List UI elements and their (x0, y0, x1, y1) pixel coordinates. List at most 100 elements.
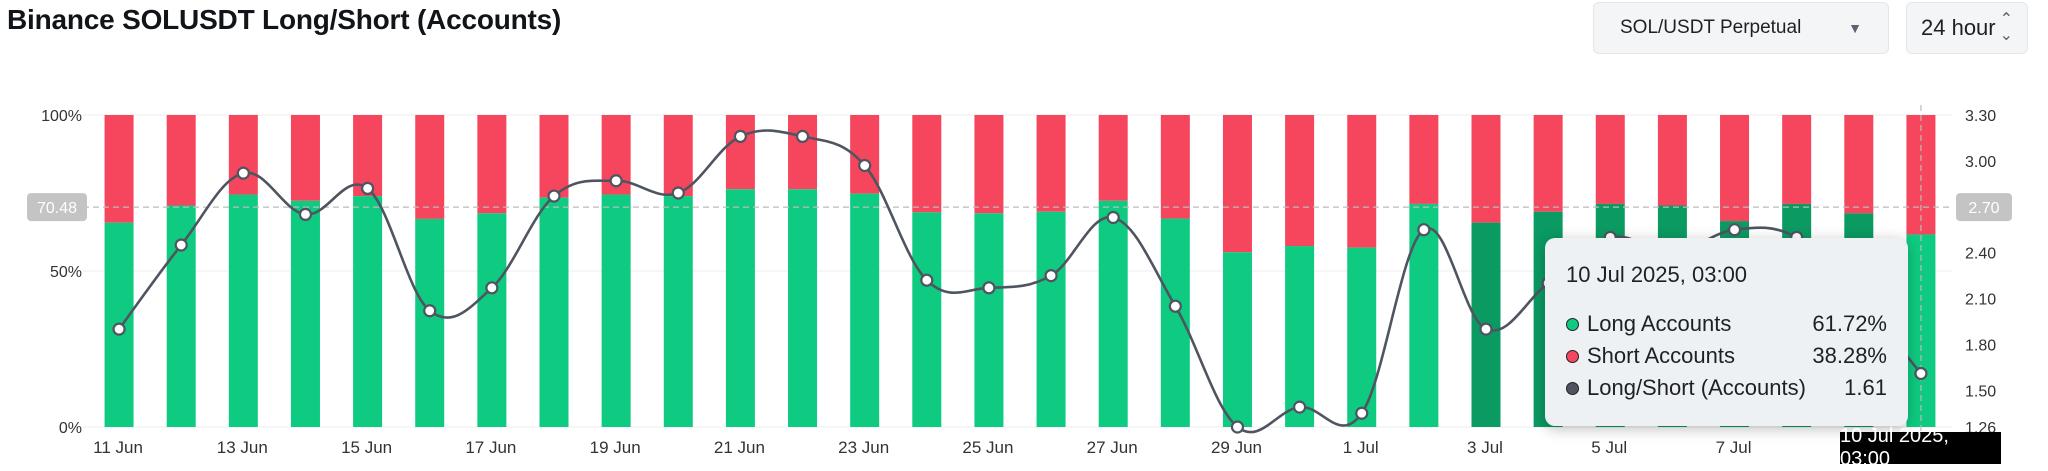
caret-down-icon: ▼ (1848, 20, 1862, 36)
x-tick-label: 3 Jul (1467, 438, 1503, 457)
crosshair (83, 105, 1952, 437)
interval-select[interactable]: 24 hour ⌃ ⌄ (1906, 2, 2028, 54)
x-tick-label: 7 Jul (1716, 438, 1752, 457)
ratio-point (795, 129, 810, 144)
long-bar (415, 218, 445, 427)
tooltip-value: 38.28% (1812, 343, 1887, 368)
tooltip-value: 1.61 (1844, 375, 1887, 400)
bars (104, 115, 1936, 427)
long-bar (1036, 211, 1066, 427)
interval-select-value: 24 hour (1921, 15, 1996, 40)
long-bar (912, 212, 942, 427)
short-bar (1657, 115, 1687, 206)
short-bar (539, 115, 569, 198)
up-down-chevron-icon: ⌃ ⌄ (1999, 11, 2013, 44)
long-bar (1409, 203, 1439, 427)
ratio-point (920, 273, 934, 287)
long-bar (1098, 200, 1128, 427)
ratio-point (112, 322, 126, 336)
long-bar (850, 193, 880, 427)
ratio-point (236, 166, 250, 180)
long-bar (725, 189, 755, 427)
x-tick-label: 13 Jun (217, 438, 268, 457)
chart-tooltip: 10 Jul 2025, 03:00 Long Accounts 61.72% … (1545, 238, 1908, 426)
long-short-chart[interactable]: 0%50%100%1.261.501.802.102.402.703.003.3… (0, 60, 2048, 470)
short-bar (166, 115, 196, 206)
symbol-select[interactable]: SOL/USDT Perpetual ▼ (1593, 2, 1889, 54)
long-bar (290, 200, 320, 427)
long-bar (601, 194, 631, 427)
short-bar (974, 115, 1004, 214)
short-bar (290, 115, 320, 201)
long-bar (663, 196, 693, 427)
y-right-tick-label: 1.50 (1965, 383, 1996, 400)
short-bar (725, 115, 755, 190)
x-tick-label: 17 Jun (465, 438, 516, 457)
ratio-point (423, 304, 437, 318)
long-bar (1160, 218, 1190, 427)
ratio-point (671, 186, 685, 200)
ratio-point (1292, 400, 1307, 414)
y-right-tick-label: 1.80 (1965, 337, 1996, 354)
ratio-point (982, 281, 996, 295)
y-left-tick-label: 0% (59, 420, 82, 437)
x-tick-label: 27 Jun (1087, 438, 1138, 457)
short-bar (1595, 115, 1625, 204)
long-bar (353, 196, 383, 427)
ratio-point (733, 129, 748, 144)
short-bar (788, 115, 818, 190)
tooltip-row-long: Long Accounts 61.72% (1566, 308, 1887, 340)
short-bar (1098, 115, 1128, 201)
tooltip-title: 10 Jul 2025, 03:00 (1566, 262, 1748, 287)
short-dot-icon (1566, 349, 1579, 363)
long-bar (788, 189, 818, 427)
ratio-point (1914, 366, 1928, 381)
ratio-point (1727, 223, 1742, 237)
crosshair-right-value: 2.70 (1968, 200, 1999, 217)
x-tick-label: 19 Jun (590, 438, 641, 457)
crosshair-time-label: 10 Jul 2025, 03:00 (1840, 425, 2001, 470)
y-right-tick-label: 2.40 (1965, 246, 1996, 263)
ratio-point (485, 281, 499, 295)
short-bar (1782, 115, 1812, 204)
ratio-point (361, 181, 375, 196)
symbol-select-value: SOL/USDT Perpetual (1620, 17, 1802, 38)
ratio-point (1230, 420, 1245, 434)
short-bar (1533, 115, 1563, 212)
y-right-tick-label: 3.30 (1965, 108, 1996, 125)
long-bar (1222, 252, 1252, 427)
long-bar (1347, 247, 1377, 427)
ratio-point (1168, 299, 1182, 313)
axes: 0%50%100%1.261.501.802.102.402.703.003.3… (27, 108, 2012, 457)
short-bar (228, 115, 258, 195)
crosshair-left-value: 70.48 (37, 200, 77, 217)
tooltip-label: Long/Short (Accounts) (1587, 375, 1806, 400)
ratio-point (1417, 223, 1431, 237)
ratio-point (1044, 268, 1058, 283)
short-bar (415, 115, 445, 219)
tooltip-row-ratio: Long/Short (Accounts) 1.61 (1566, 372, 1887, 404)
short-bar (1347, 115, 1377, 248)
long-dot-icon (1566, 317, 1579, 331)
long-bar (539, 197, 569, 427)
x-tick-label: 15 Jun (341, 438, 392, 457)
short-bar (104, 115, 134, 223)
x-tick-label: 29 Jun (1211, 438, 1262, 457)
tooltip-label: Short Accounts (1587, 343, 1735, 368)
y-left-tick-label: 100% (41, 108, 82, 125)
y-left-tick-label: 50% (50, 264, 82, 281)
ratio-point (1106, 210, 1120, 225)
crosshair-right-badge (1956, 193, 2012, 222)
short-bar (1285, 115, 1315, 247)
y-right-tick-label: 2.10 (1965, 292, 1996, 309)
short-bar (1906, 115, 1936, 235)
ratio-point (1355, 406, 1369, 420)
page-title: Binance SOLUSDT Long/Short (Accounts) (7, 4, 562, 35)
long-bar (228, 194, 258, 427)
x-tick-label: 25 Jun (962, 438, 1013, 457)
tooltip-row-short: Short Accounts 38.28% (1566, 340, 1887, 372)
short-bar (912, 115, 942, 213)
ratio-dot-icon (1566, 381, 1579, 395)
tooltip-label: Long Accounts (1587, 311, 1732, 336)
short-bar (477, 115, 507, 214)
